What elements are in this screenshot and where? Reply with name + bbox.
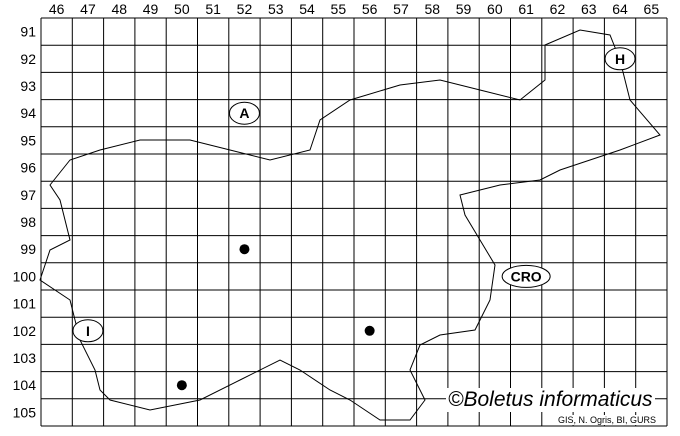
column-label: 58 (424, 1, 440, 17)
country-outline (39, 29, 661, 421)
country-label: I (86, 323, 90, 339)
country-label-ellipse (501, 264, 551, 288)
column-label: 55 (331, 1, 347, 17)
row-label: 91 (20, 24, 36, 40)
row-label: 103 (13, 350, 37, 366)
column-label: 56 (362, 1, 378, 17)
country-label-ellipse (72, 319, 104, 343)
column-label: 59 (456, 1, 472, 17)
row-label: 98 (20, 214, 36, 230)
column-label: 64 (612, 1, 628, 17)
country-label-ellipse (604, 47, 636, 71)
country-label-ellipse (228, 101, 260, 125)
row-label: 104 (13, 377, 37, 393)
row-label: 105 (13, 404, 37, 420)
column-label: 62 (550, 1, 566, 17)
column-label: 53 (268, 1, 284, 17)
column-label: 61 (518, 1, 534, 17)
record-dot (239, 244, 250, 255)
column-label: 46 (49, 1, 65, 17)
row-label: 92 (20, 51, 36, 67)
column-label: 49 (143, 1, 159, 17)
column-label: 60 (487, 1, 503, 17)
column-label: 57 (393, 1, 409, 17)
column-label: 50 (174, 1, 190, 17)
row-label: 100 (13, 268, 37, 284)
country-label: CRO (511, 268, 542, 284)
record-dot (364, 325, 375, 336)
credit-text: ©Boletus informaticus (446, 388, 655, 412)
record-dot (176, 380, 187, 391)
row-label: 97 (20, 187, 36, 203)
row-label: 102 (13, 323, 37, 339)
grid: 46 47 48 49 50 51 52 53 54 55 56 57 58 59 60 61 62 63 64 65… (13, 1, 668, 427)
row-label: 96 (20, 160, 36, 176)
country-label: H (615, 51, 625, 67)
source-text: GIS, N. Ogris, BI, GURS (556, 415, 659, 425)
column-label: 51 (205, 1, 221, 17)
column-label: 48 (111, 1, 127, 17)
row-label: 99 (20, 241, 36, 257)
country-label: A (239, 105, 249, 121)
row-label: 95 (20, 132, 36, 148)
column-label: 63 (581, 1, 597, 17)
row-label: 93 (20, 78, 36, 94)
column-label: 65 (644, 1, 660, 17)
row-label: 94 (20, 105, 36, 121)
column-label: 54 (299, 1, 315, 17)
row-label: 101 (13, 296, 37, 312)
column-label: 47 (80, 1, 96, 17)
column-label: 52 (237, 1, 253, 17)
